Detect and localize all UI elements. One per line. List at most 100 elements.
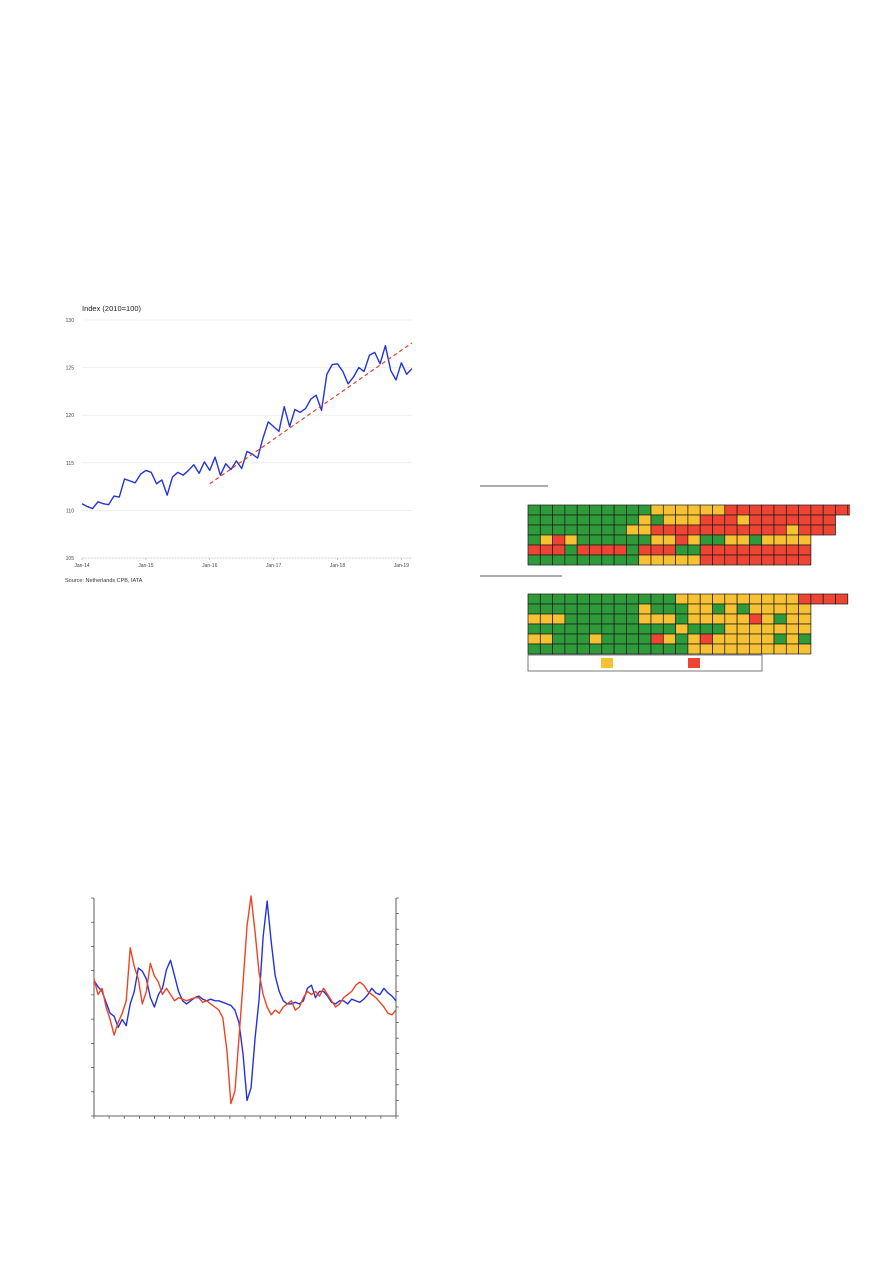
heatmap-cell — [761, 603, 775, 615]
heatmap-cell — [552, 603, 566, 615]
chart-source: Source: Netherlands CPB, IATA — [65, 578, 143, 584]
heatmap-cell — [712, 534, 726, 546]
heatmap-cell — [687, 633, 701, 645]
heatmap-cell — [675, 554, 689, 566]
heatmap-cell — [650, 603, 664, 615]
heatmap-cell — [638, 643, 652, 655]
heatmap-cell — [835, 593, 849, 605]
heatmap-panel — [480, 485, 850, 672]
chart-series — [93, 895, 397, 1105]
heatmap-cell — [613, 613, 627, 625]
chart-gridlines — [82, 319, 412, 559]
heatmap-cell — [785, 514, 799, 526]
heatmap-cell — [736, 524, 750, 536]
heatmap-cell — [736, 633, 750, 645]
heatmap-cell — [589, 554, 603, 566]
heatmap-cell — [576, 633, 590, 645]
heatmap-cell — [626, 623, 640, 635]
heatmap-cell — [810, 524, 824, 536]
heatmap-cell — [699, 633, 713, 645]
heatmap-cell — [650, 623, 664, 635]
heatmap-cell — [724, 623, 738, 635]
heatmap-cell — [527, 504, 541, 516]
heatmap-cell — [699, 534, 713, 546]
heatmap-cell — [601, 554, 615, 566]
heatmap-cell — [576, 613, 590, 625]
heatmap-cell — [589, 514, 603, 526]
heatmap-cell — [539, 593, 553, 605]
heatmap-cell — [749, 544, 763, 556]
heatmap-cell — [724, 603, 738, 615]
heatmap-cell — [539, 603, 553, 615]
heatmap-cell — [724, 544, 738, 556]
heatmap-cell — [736, 593, 750, 605]
heatmap-cell — [773, 633, 787, 645]
heatmap-cell — [724, 554, 738, 566]
chart-title: Index (2010=100) — [82, 304, 142, 313]
heatmap-cell — [576, 603, 590, 615]
heatmap-cell — [773, 514, 787, 526]
heatmap-cell — [626, 593, 640, 605]
heatmap-cell — [798, 554, 812, 566]
heatmap-cell — [626, 633, 640, 645]
heatmap-cell — [712, 593, 726, 605]
heatmap-cell — [785, 554, 799, 566]
heatmap-cell — [736, 643, 750, 655]
heatmap-cell — [601, 524, 615, 536]
heatmap-cell — [712, 623, 726, 635]
heatmap-cell — [626, 534, 640, 546]
heatmap-cell — [675, 603, 689, 615]
heatmap-cell — [613, 504, 627, 516]
heatmap-cell — [749, 593, 763, 605]
heatmap-cell — [638, 623, 652, 635]
heatmap-cell — [564, 554, 578, 566]
heatmap-cell — [822, 524, 836, 536]
heatmap-cell — [564, 504, 578, 516]
heatmap-cell — [810, 593, 824, 605]
heatmap-cell — [699, 524, 713, 536]
heatmap-cell — [675, 544, 689, 556]
heatmap-cell — [687, 524, 701, 536]
heatmap-cell — [539, 514, 553, 526]
heatmap-cell — [589, 534, 603, 546]
heatmap-cell — [687, 603, 701, 615]
heatmap-cell — [712, 613, 726, 625]
heatmap-cell — [687, 613, 701, 625]
heatmap-cell — [626, 643, 640, 655]
heatmap-cell — [761, 544, 775, 556]
heatmap-cell — [662, 603, 676, 615]
heatmap-cell — [773, 554, 787, 566]
heatmap-cell — [601, 613, 615, 625]
heatmap-cell — [749, 514, 763, 526]
heatmap-cell — [650, 514, 664, 526]
heatmap-cell — [724, 524, 738, 536]
heatmap-cell — [699, 514, 713, 526]
heatmap-cell — [785, 593, 799, 605]
heatmap-cell — [601, 643, 615, 655]
heatmap-cell — [785, 544, 799, 556]
heatmap-cell — [749, 623, 763, 635]
x-tick-label: Jan-18 — [330, 563, 346, 569]
blue-series-line — [93, 900, 397, 1102]
heatmap-cell — [785, 524, 799, 536]
red-series-line — [93, 895, 397, 1105]
heatmap-cell — [749, 643, 763, 655]
x-tick-label: Jan-17 — [266, 563, 282, 569]
heatmap-cell — [638, 593, 652, 605]
heatmap-cell — [675, 534, 689, 546]
heatmap-cell — [564, 623, 578, 635]
heatmap-cell — [699, 504, 713, 516]
heatmap-cell — [699, 544, 713, 556]
heatmap-cell — [662, 633, 676, 645]
heatmap-cell — [662, 643, 676, 655]
heatmap-cell — [675, 524, 689, 536]
heatmap-cell — [773, 544, 787, 556]
heatmap-cell — [576, 514, 590, 526]
heatmap-cell — [638, 554, 652, 566]
heatmap-cell — [589, 524, 603, 536]
legend-swatch-yellow — [601, 658, 613, 668]
heatmap-cell — [687, 593, 701, 605]
heatmap-cell — [773, 623, 787, 635]
heatmap-cell — [626, 603, 640, 615]
heatmap-cell — [638, 524, 652, 536]
